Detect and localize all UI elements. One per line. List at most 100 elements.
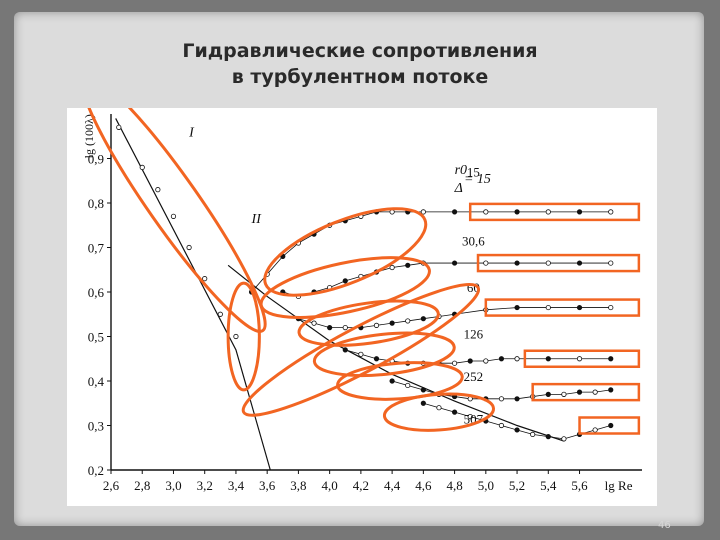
x-tick-label: 4,2 bbox=[353, 478, 369, 493]
series-curve bbox=[282, 262, 611, 297]
data-point bbox=[545, 304, 551, 311]
y-tick-label: 0,6 bbox=[88, 285, 105, 300]
data-point bbox=[530, 431, 536, 437]
data-point bbox=[545, 260, 551, 266]
x-tick-label: 5,0 bbox=[478, 478, 494, 493]
data-point bbox=[233, 333, 239, 340]
x-axis-label: lg Re bbox=[605, 478, 633, 493]
data-point bbox=[170, 213, 177, 219]
data-point bbox=[514, 209, 520, 215]
x-tick-label: 3,4 bbox=[228, 478, 245, 493]
x-tick-label: 5,2 bbox=[509, 478, 525, 493]
title-line-1: Гидравлические сопротивления bbox=[182, 40, 538, 62]
data-point bbox=[545, 434, 551, 440]
highlight-rect bbox=[523, 349, 641, 368]
data-point bbox=[545, 391, 551, 397]
data-point bbox=[451, 409, 458, 415]
data-point bbox=[498, 396, 505, 402]
data-point bbox=[451, 260, 458, 266]
data-point bbox=[608, 422, 614, 429]
data-point bbox=[483, 358, 489, 364]
data-point bbox=[405, 382, 411, 389]
data-point bbox=[405, 318, 411, 324]
y-tick-label: 0,8 bbox=[88, 196, 104, 211]
data-point bbox=[116, 124, 122, 130]
data-point bbox=[514, 260, 520, 266]
data-point bbox=[576, 389, 583, 395]
data-point bbox=[514, 304, 520, 311]
x-tick-label: 3,0 bbox=[165, 478, 181, 493]
data-point bbox=[373, 322, 380, 328]
highlight-rect bbox=[476, 253, 641, 273]
data-point bbox=[592, 389, 598, 395]
data-point bbox=[561, 436, 567, 442]
x-tick-label: 4,4 bbox=[384, 478, 401, 493]
data-point bbox=[576, 209, 583, 215]
data-point bbox=[451, 360, 458, 366]
title-line-2: в турбулентном потоке bbox=[231, 66, 489, 88]
y-tick-label: 0,7 bbox=[88, 241, 105, 256]
data-point bbox=[327, 325, 333, 331]
data-point bbox=[514, 396, 520, 402]
x-tick-label: 3,6 bbox=[259, 478, 276, 493]
y-tick-label: 0,9 bbox=[88, 152, 104, 167]
data-point bbox=[420, 387, 426, 393]
x-tick-label: 4,8 bbox=[446, 478, 462, 493]
chart-annotation: r0 bbox=[455, 163, 467, 178]
data-point bbox=[576, 304, 583, 311]
data-point bbox=[608, 304, 614, 311]
y-tick-label: 0,3 bbox=[88, 419, 104, 434]
data-point bbox=[217, 311, 223, 317]
data-point bbox=[467, 358, 473, 364]
x-tick-label: 4,0 bbox=[322, 478, 338, 493]
highlight-ellipse bbox=[382, 392, 496, 432]
chart-svg: 0,2 0,3 0,4 0,5 0,6 0,7 0,8 0,9 2,6 2,8 3,0 3,2 3,4 3… bbox=[80, 73, 642, 493]
data-point bbox=[358, 351, 364, 357]
chart-annotation: = 15 bbox=[464, 172, 491, 187]
data-point bbox=[545, 209, 551, 215]
chart-annotation: I bbox=[188, 125, 195, 140]
data-point bbox=[483, 260, 489, 266]
highlight-ellipse bbox=[297, 299, 440, 347]
series-curve bbox=[298, 307, 611, 329]
data-point bbox=[405, 262, 411, 268]
series-label: 30,6 bbox=[462, 233, 485, 248]
y-tick-label: 0,2 bbox=[88, 463, 104, 478]
series-label: 252 bbox=[464, 369, 484, 384]
data-point bbox=[576, 356, 583, 362]
data-point bbox=[498, 422, 505, 429]
data-point bbox=[420, 316, 426, 322]
highlight-rect bbox=[531, 382, 641, 402]
highlight-ellipse bbox=[226, 281, 261, 392]
data-point bbox=[608, 260, 614, 266]
highlight-rect bbox=[468, 202, 641, 222]
data-point bbox=[576, 260, 583, 266]
data-point bbox=[545, 356, 551, 362]
x-tick-label: 5,4 bbox=[540, 478, 557, 493]
data-point bbox=[373, 356, 380, 362]
data-point bbox=[342, 325, 348, 331]
data-point bbox=[436, 405, 442, 411]
data-point bbox=[514, 356, 520, 362]
series-label: 126 bbox=[464, 327, 484, 342]
x-tick-label: 2,8 bbox=[134, 478, 150, 493]
series-curve bbox=[251, 211, 611, 293]
y-tick-label: 0,4 bbox=[88, 374, 105, 389]
y-tick-label: 0,5 bbox=[88, 330, 104, 345]
x-tick-label: 3,8 bbox=[290, 478, 306, 493]
series-label: 15 bbox=[467, 164, 480, 179]
highlight-ellipse bbox=[259, 256, 431, 319]
data-point bbox=[342, 278, 348, 284]
y-axis-label: lg (100λ) bbox=[82, 114, 96, 158]
highlight-rect bbox=[484, 298, 641, 317]
data-point bbox=[389, 320, 395, 326]
data-point bbox=[342, 347, 348, 353]
data-point bbox=[608, 209, 614, 215]
chart-image: 0,2 0,3 0,4 0,5 0,6 0,7 0,8 0,9 2,6 2,8 3,0 3,2 3,4 3… bbox=[67, 73, 657, 506]
data-point bbox=[139, 164, 145, 171]
data-point bbox=[608, 356, 614, 362]
highlight-ellipse bbox=[263, 207, 428, 297]
slide-title: Гидравлические сопротивления в турбулент… bbox=[0, 38, 720, 90]
x-tick-label: 3,2 bbox=[197, 478, 213, 493]
